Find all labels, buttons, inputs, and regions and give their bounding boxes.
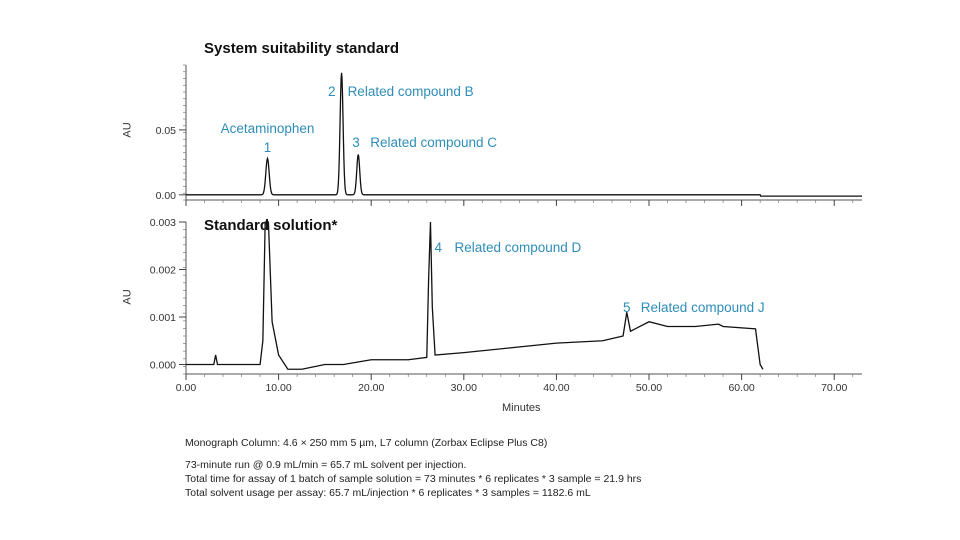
x-tick-label: 50.00 xyxy=(636,382,662,394)
bottom-y-tick-label: 0.001 xyxy=(150,312,176,324)
note-solvent-usage: Total solvent usage per assay: 65.7 mL/i… xyxy=(185,487,591,499)
peak-name-label: Related compound B xyxy=(348,84,474,99)
x-axis-label: Minutes xyxy=(502,402,541,414)
note-total-time: Total time for assay of 1 batch of sampl… xyxy=(185,473,642,485)
bottom-trace-line xyxy=(186,221,764,370)
top-panel-title: System suitability standard xyxy=(204,40,400,57)
method-notes: Monograph Column: 4.6 × 250 mm 5 µm, L7 … xyxy=(185,436,641,500)
peak-number-label: 3 xyxy=(352,135,360,150)
peak-name-label: Acetaminophen xyxy=(221,121,315,136)
bottom-panel-title: Standard solution* xyxy=(204,217,338,234)
x-tick-label: 10.00 xyxy=(265,382,291,394)
bottom-y-tick-label: 0.002 xyxy=(150,265,176,277)
x-tick-label: 60.00 xyxy=(728,382,754,394)
x-tick-label: 70.00 xyxy=(821,382,847,394)
top-trace-line xyxy=(186,72,862,197)
peak-number-label: 5 xyxy=(623,300,631,315)
peak-number-label: 4 xyxy=(434,240,442,255)
peak-number-label: 2 xyxy=(328,84,336,99)
top-y-tick-label: 0.05 xyxy=(156,125,177,137)
x-tick-label: 20.00 xyxy=(358,382,384,394)
peak-name-label: Related compound D xyxy=(454,240,581,255)
top-y-tick-label: 0.00 xyxy=(156,190,177,202)
note-column: Monograph Column: 4.6 × 250 mm 5 µm, L7 … xyxy=(185,437,548,449)
top-y-axis-label: AU xyxy=(121,122,134,138)
bottom-y-tick-label: 0.000 xyxy=(150,360,176,372)
x-tick-label: 40.00 xyxy=(543,382,569,394)
bottom-y-axis-label: AU xyxy=(121,289,134,305)
bottom-y-tick-label: 0.003 xyxy=(150,217,176,229)
x-tick-label: 30.00 xyxy=(451,382,477,394)
peak-name-label: Related compound C xyxy=(370,135,497,150)
note-run: 73-minute run @ 0.9 mL/min = 65.7 mL sol… xyxy=(185,459,467,471)
peak-number-label: 1 xyxy=(264,140,272,155)
x-tick-label: 0.00 xyxy=(176,382,197,394)
peak-name-label: Related compound J xyxy=(641,300,765,315)
